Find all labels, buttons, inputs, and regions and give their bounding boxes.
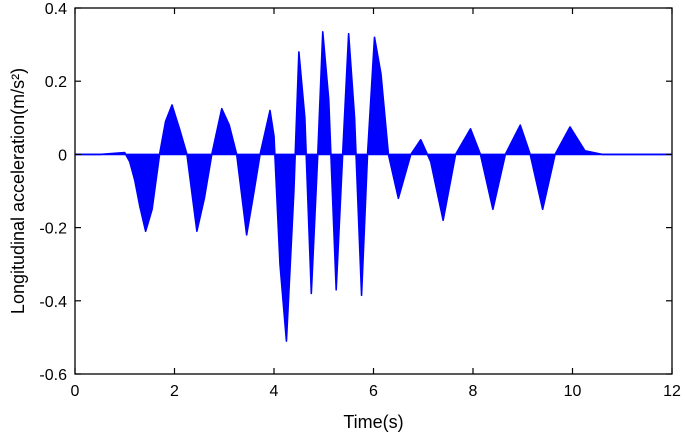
ticks [74,7,673,375]
y-axis-title: Longitudinal acceleration(m/s²) [8,68,28,314]
y-tick-label: 0.2 [45,74,67,91]
plot-area-fill [75,31,672,342]
x-tick-label: 8 [469,383,478,400]
y-tick-label: 0.4 [45,1,67,18]
x-tick-label: 12 [663,383,681,400]
y-tick-label: -0.2 [39,221,67,238]
x-tick-label: 10 [564,383,582,400]
x-axis-title: Time(s) [343,412,403,432]
y-tick-label: -0.6 [39,367,67,384]
plot-area-lines [75,30,672,342]
x-tick-label: 6 [369,383,378,400]
x-tick-label: 2 [170,383,179,400]
y-tick-label: -0.4 [39,294,67,311]
y-tick-label: 0 [58,147,67,164]
x-tick-label: 0 [71,383,80,400]
series-fill-0 [75,31,672,342]
series-line-0 [75,30,672,342]
tick-labels: 0 2 4 6 8 10 12 -0.6 -0.4 -0.2 0 0.2 0.4 [39,1,681,400]
x-tick-label: 4 [270,383,279,400]
